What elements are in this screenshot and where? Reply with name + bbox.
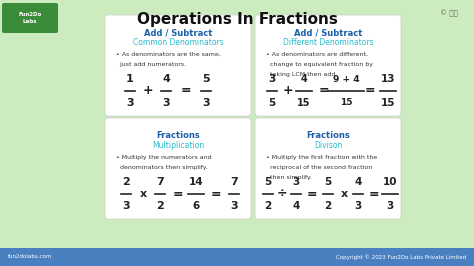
Text: 3: 3 bbox=[386, 201, 393, 211]
Text: Add / Subtract: Add / Subtract bbox=[144, 28, 212, 37]
Text: 1: 1 bbox=[126, 74, 134, 84]
Text: =: = bbox=[369, 188, 379, 201]
Text: 7: 7 bbox=[156, 177, 164, 187]
FancyBboxPatch shape bbox=[255, 118, 401, 219]
Text: • Multiply the first fraction with the: • Multiply the first fraction with the bbox=[266, 155, 377, 160]
FancyBboxPatch shape bbox=[105, 15, 251, 116]
Text: ÷: ÷ bbox=[277, 188, 287, 201]
Text: 5: 5 bbox=[268, 98, 275, 108]
Text: 7: 7 bbox=[230, 177, 238, 187]
Text: 3: 3 bbox=[292, 177, 300, 187]
Text: 3: 3 bbox=[126, 98, 134, 108]
Text: 2: 2 bbox=[324, 201, 332, 211]
Text: Operations In Fractions: Operations In Fractions bbox=[137, 12, 337, 27]
Text: 15: 15 bbox=[381, 98, 395, 108]
FancyBboxPatch shape bbox=[0, 248, 474, 266]
Text: Common Denominators: Common Denominators bbox=[133, 38, 223, 47]
Text: 15: 15 bbox=[297, 98, 311, 108]
Text: 10: 10 bbox=[383, 177, 397, 187]
Text: x: x bbox=[340, 189, 347, 199]
Text: Add / Subtract: Add / Subtract bbox=[294, 28, 362, 37]
FancyBboxPatch shape bbox=[2, 3, 58, 33]
Text: then simplify.: then simplify. bbox=[266, 175, 312, 180]
Text: 4: 4 bbox=[162, 74, 170, 84]
Text: 3: 3 bbox=[162, 98, 170, 108]
Text: 4: 4 bbox=[301, 74, 307, 84]
Text: just add numerators.: just add numerators. bbox=[116, 62, 186, 67]
Text: 4: 4 bbox=[292, 201, 300, 211]
Text: © ⧈⧈: © ⧈⧈ bbox=[440, 10, 458, 17]
Text: change to equivalent fraction by: change to equivalent fraction by bbox=[266, 62, 373, 67]
Text: 3: 3 bbox=[202, 98, 210, 108]
Text: +: + bbox=[143, 85, 153, 98]
Text: 3: 3 bbox=[230, 201, 238, 211]
Text: 2: 2 bbox=[264, 201, 272, 211]
Text: =: = bbox=[173, 188, 183, 201]
Text: 13: 13 bbox=[381, 74, 395, 84]
Text: reciprocal of the second fraction: reciprocal of the second fraction bbox=[266, 165, 372, 170]
Text: taking LCM then add.: taking LCM then add. bbox=[266, 72, 337, 77]
Text: 5: 5 bbox=[324, 177, 332, 187]
Text: x: x bbox=[139, 189, 146, 199]
Text: 5: 5 bbox=[202, 74, 210, 84]
Text: fun2dolabs.com: fun2dolabs.com bbox=[8, 255, 52, 260]
FancyBboxPatch shape bbox=[105, 118, 251, 219]
Text: • Multiply the numerators and: • Multiply the numerators and bbox=[116, 155, 211, 160]
Text: 2: 2 bbox=[156, 201, 164, 211]
Text: denominators then simplify.: denominators then simplify. bbox=[116, 165, 208, 170]
Text: Divison: Divison bbox=[314, 141, 342, 150]
Text: Fractions: Fractions bbox=[156, 131, 200, 140]
Text: Multiplication: Multiplication bbox=[152, 141, 204, 150]
Text: 5: 5 bbox=[264, 177, 272, 187]
Text: Fun2Do
Labs: Fun2Do Labs bbox=[18, 13, 42, 24]
Text: 2: 2 bbox=[122, 177, 130, 187]
Text: +: + bbox=[283, 85, 293, 98]
Text: 15: 15 bbox=[340, 98, 352, 107]
Text: • As denominators are different,: • As denominators are different, bbox=[266, 52, 368, 57]
Text: Copyright © 2023 Fun2Do Labs Private Limited: Copyright © 2023 Fun2Do Labs Private Lim… bbox=[336, 254, 466, 260]
Text: =: = bbox=[307, 188, 317, 201]
Text: =: = bbox=[319, 85, 329, 98]
Text: 6: 6 bbox=[192, 201, 200, 211]
Text: 14: 14 bbox=[189, 177, 203, 187]
Text: 9 + 4: 9 + 4 bbox=[333, 75, 359, 84]
Text: 3: 3 bbox=[355, 201, 362, 211]
Text: 4: 4 bbox=[354, 177, 362, 187]
Text: Different Denominators: Different Denominators bbox=[283, 38, 374, 47]
Text: • As denominators are the same,: • As denominators are the same, bbox=[116, 52, 221, 57]
Text: Fractions: Fractions bbox=[306, 131, 350, 140]
Text: 3: 3 bbox=[122, 201, 130, 211]
Text: =: = bbox=[181, 85, 191, 98]
Text: 3: 3 bbox=[268, 74, 275, 84]
Text: =: = bbox=[365, 85, 375, 98]
Text: =: = bbox=[210, 188, 221, 201]
FancyBboxPatch shape bbox=[255, 15, 401, 116]
